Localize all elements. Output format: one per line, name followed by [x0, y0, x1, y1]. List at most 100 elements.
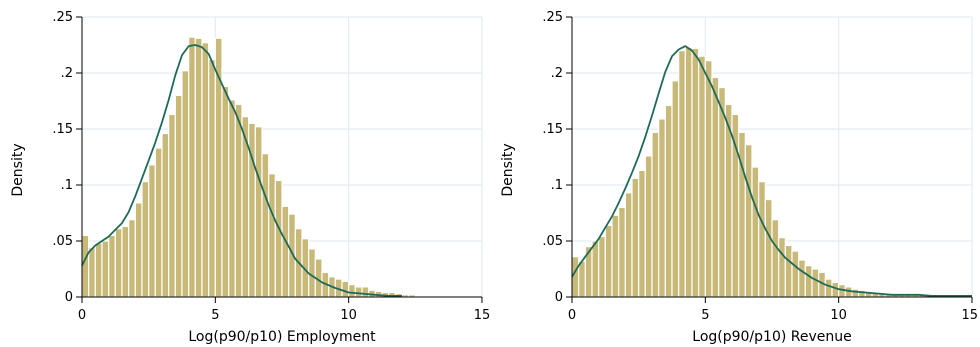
histogram-bar	[188, 36, 196, 298]
x-axis-title: Log(p90/p10) Revenue	[692, 329, 851, 345]
y-axis-title: Density	[10, 143, 26, 196]
x-tick-label: 10	[830, 308, 847, 323]
histogram-bar	[148, 164, 156, 298]
y-tick-label: .25	[542, 10, 563, 25]
histogram-bar	[678, 49, 686, 298]
y-tick-label: .2	[551, 66, 563, 81]
y-tick-label: .15	[52, 122, 73, 137]
histogram-bar	[281, 205, 290, 298]
histogram-bar	[851, 288, 860, 298]
histogram-revenue: 0 .05 .1 .15 .2 .25 0 5 10 15 Log(p90/p10) Revenu…	[500, 10, 978, 345]
histogram-bar	[711, 76, 720, 298]
y-tick-label: .05	[542, 234, 563, 249]
axes-layer: 0 .05 .1 .15 .2 .25 0 5 10 15	[52, 10, 490, 323]
histogram-bar	[94, 242, 103, 298]
y-tick-label: .1	[61, 178, 73, 193]
histogram-bar	[268, 173, 276, 298]
histogram-bar	[791, 250, 800, 298]
density-layer	[571, 45, 972, 297]
x-tick-label: 5	[211, 308, 219, 323]
histogram-bar	[784, 244, 793, 298]
histogram-bar	[684, 46, 693, 298]
histogram-bar	[181, 70, 190, 298]
histogram-bar	[361, 286, 370, 298]
histogram-bar	[778, 237, 786, 298]
histogram-bar	[798, 259, 806, 298]
y-tick-label: .1	[551, 178, 563, 193]
histogram-bar	[644, 155, 653, 298]
histogram-bar	[108, 234, 116, 298]
histogram-bar	[308, 248, 316, 298]
x-tick-label: 15	[961, 308, 978, 323]
histogram-bar	[274, 179, 283, 298]
histogram-bar	[691, 47, 700, 298]
x-axis-title: Log(p90/p10) Employment	[188, 329, 376, 345]
histogram-bar	[354, 286, 363, 298]
histogram-bar	[121, 225, 130, 298]
histogram-bar	[591, 240, 600, 298]
y-tick-label: .2	[61, 66, 73, 81]
histogram-bar	[261, 153, 270, 298]
histogram-bar	[234, 103, 243, 298]
histogram-bar	[718, 86, 726, 298]
histogram-bar	[758, 181, 766, 298]
histogram-bar	[114, 228, 123, 298]
y-tick-label: .05	[52, 234, 73, 249]
histogram-bar	[651, 131, 660, 298]
histogram-bar	[611, 214, 620, 298]
histogram-bar	[168, 113, 176, 298]
histogram-bar	[194, 37, 203, 298]
histogram-bar	[744, 144, 753, 298]
histogram-bar	[208, 58, 216, 298]
histogram-bar	[764, 198, 773, 298]
histogram-bar	[731, 113, 740, 298]
histogram-bar	[88, 247, 96, 298]
histogram-bar	[101, 240, 110, 298]
histogram-bar	[658, 118, 666, 298]
histogram-bar	[578, 260, 586, 298]
histogram-bar	[254, 126, 263, 298]
histogram-bar	[751, 166, 760, 298]
histogram-bar	[804, 265, 813, 298]
histogram-bar	[81, 234, 90, 298]
x-tick-label: 15	[474, 308, 490, 323]
histogram-bar	[704, 60, 713, 298]
y-tick-label: .25	[52, 10, 73, 25]
histogram-bar	[824, 278, 833, 298]
histogram-bar	[134, 202, 143, 298]
histogram-bar	[664, 104, 673, 298]
histogram-bar	[228, 99, 236, 298]
histogram-bar	[221, 85, 230, 298]
histogram-bar	[128, 219, 136, 298]
y-tick-label: 0	[555, 290, 563, 305]
bars-layer	[81, 36, 443, 298]
x-tick-label: 0	[568, 308, 576, 323]
histogram-bar	[154, 147, 163, 298]
histogram-bar	[618, 206, 626, 298]
histogram-bar	[348, 284, 356, 298]
x-tick-label: 10	[340, 308, 357, 323]
density-layer	[81, 44, 402, 297]
histogram-bar	[141, 181, 150, 298]
y-axis-title: Density	[500, 143, 516, 196]
x-tick-label: 5	[701, 308, 709, 323]
histogram-bar	[811, 268, 820, 298]
histogram-bar	[604, 224, 613, 298]
histogram-bar	[624, 192, 633, 298]
histogram-bar	[598, 235, 606, 298]
histogram-bar	[161, 132, 170, 298]
histogram-bar	[671, 80, 680, 298]
y-tick-label: .15	[542, 122, 563, 137]
histogram-bar	[201, 42, 210, 298]
histogram-bar	[631, 177, 640, 298]
histogram-bar	[698, 55, 706, 298]
y-tick-label: 0	[65, 290, 73, 305]
density-curve	[81, 44, 402, 297]
histogram-bar	[174, 94, 183, 298]
x-tick-label: 0	[78, 308, 86, 323]
histogram-bar	[771, 219, 780, 298]
density-curve	[571, 45, 972, 297]
histogram-bar	[341, 280, 350, 298]
axes-layer: 0 .05 .1 .15 .2 .25 0 5 10 15	[542, 10, 978, 323]
